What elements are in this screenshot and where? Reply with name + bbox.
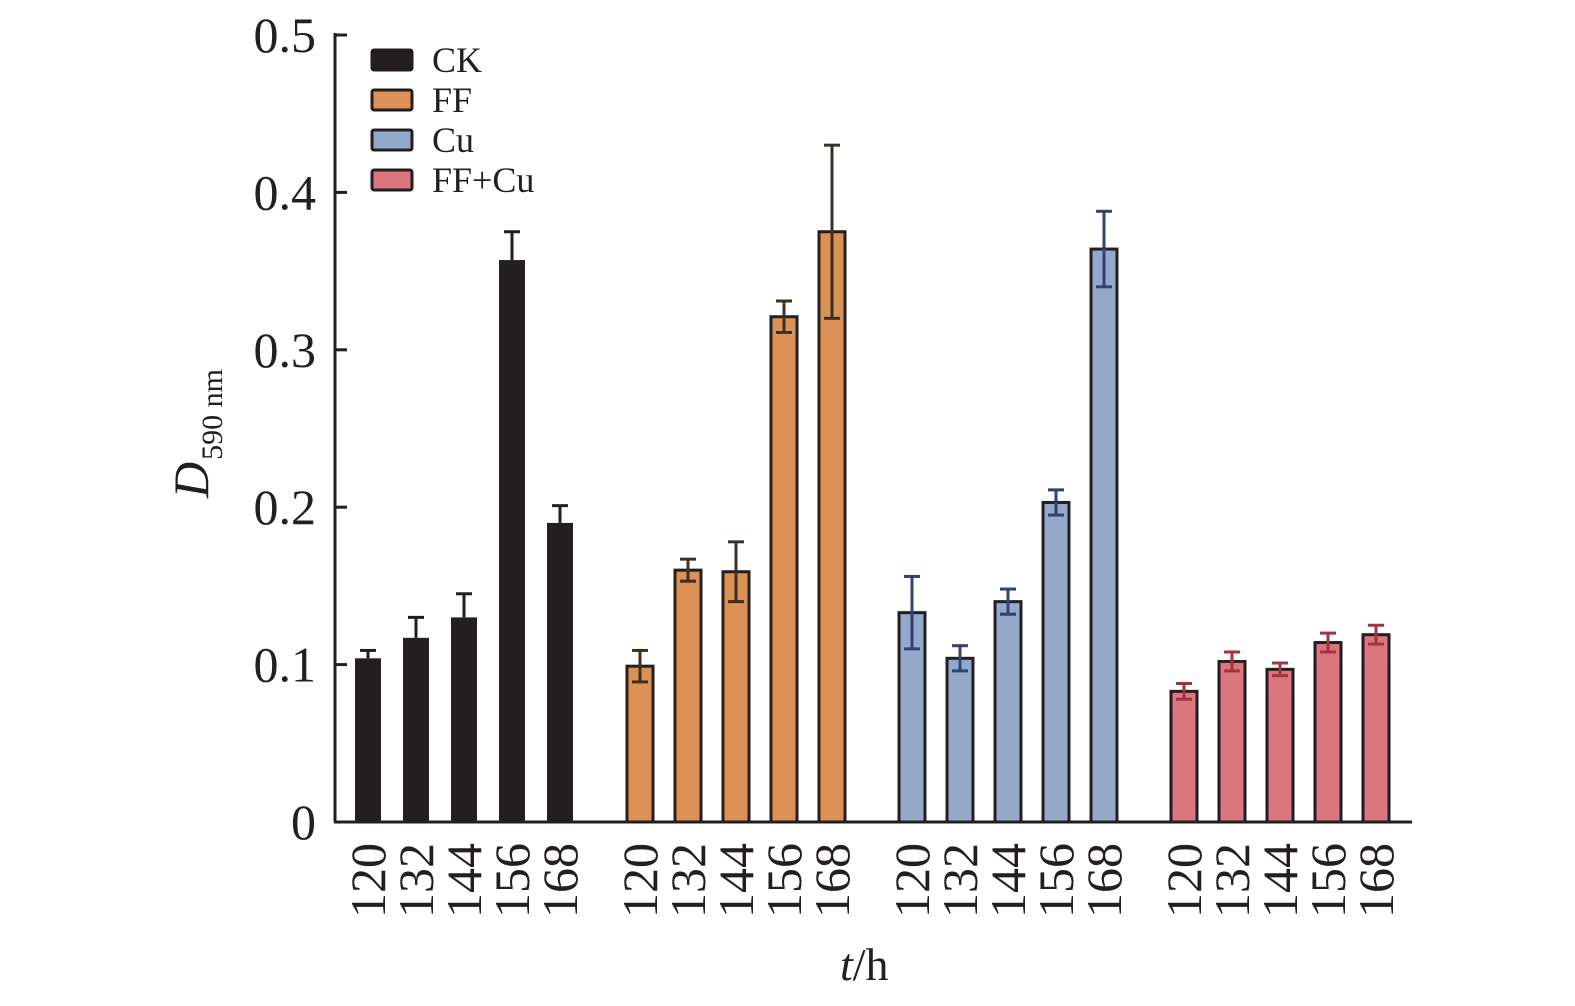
x-tick-label: 168 (532, 843, 588, 918)
y-axis-label-sub: 590 nm (196, 369, 229, 460)
error-bar (1224, 650, 1240, 673)
bar (499, 260, 525, 822)
y-tick-label: 0.4 (254, 164, 317, 220)
legend-item: Cu (370, 120, 474, 160)
series-ff (625, 143, 847, 824)
x-tick-label: 120 (884, 843, 940, 918)
error-bar (1176, 681, 1192, 701)
x-tick-label: 144 (1252, 843, 1308, 918)
error-bar (360, 648, 376, 659)
bar (547, 522, 573, 822)
x-tick-label: 132 (932, 843, 988, 918)
error-bar (1000, 587, 1016, 616)
x-tick-label: 132 (388, 843, 444, 918)
bar (1089, 247, 1119, 824)
x-axis-label: t/h (840, 939, 889, 990)
error-bar (728, 540, 744, 604)
x-tick-label: 120 (340, 843, 396, 918)
error-bar (408, 615, 424, 638)
bar (769, 315, 799, 824)
bar (1313, 641, 1343, 824)
error-bar (1272, 661, 1288, 678)
x-tick-label: 144 (708, 843, 764, 918)
bar (355, 658, 381, 822)
error-bar (1368, 623, 1384, 646)
bar (945, 656, 975, 824)
y-axis-label: D590 nm (163, 369, 229, 499)
x-axis-label-rest: /h (853, 939, 889, 990)
bar (817, 230, 847, 824)
legend-label: FF (432, 80, 472, 120)
bar (993, 600, 1023, 824)
error-bar (552, 504, 568, 523)
x-tick-label: 168 (804, 843, 860, 918)
axes (333, 33, 1412, 824)
bar (625, 664, 655, 824)
series-ff-cu (1169, 623, 1391, 824)
x-tick-label: 120 (612, 843, 668, 918)
bar (673, 568, 703, 824)
bars (355, 143, 1391, 824)
error-bar (776, 299, 792, 334)
x-tick-label: 156 (756, 843, 812, 918)
series-ck (355, 230, 573, 822)
error-bar (904, 574, 920, 651)
x-axis-label-italic: t (840, 939, 854, 990)
y-ticks: 0 0.1 0.2 0.3 0.4 0.5 (254, 7, 347, 850)
x-tick-label: 168 (1076, 843, 1132, 918)
legend-label: Cu (432, 120, 474, 160)
legend-swatch (370, 48, 414, 72)
bar (1169, 689, 1199, 824)
legend-label: FF+Cu (432, 160, 534, 200)
x-tick-label: 144 (436, 843, 492, 918)
x-tick-label: 156 (1028, 843, 1084, 918)
y-tick-label: 0.3 (254, 322, 317, 378)
y-axis-label-main: D (163, 462, 219, 499)
error-bar (952, 644, 968, 673)
error-bar (824, 143, 840, 320)
y-tick-label: 0 (291, 794, 316, 850)
x-tick-label: 132 (1204, 843, 1260, 918)
error-bar (504, 230, 520, 261)
bar (403, 637, 429, 822)
legend-item: FF (370, 80, 472, 120)
x-tick-label: 132 (660, 843, 716, 918)
bar (451, 617, 477, 822)
legend-item: FF+Cu (370, 160, 534, 200)
legend-swatch (370, 128, 414, 152)
bar (721, 570, 751, 824)
error-bar (1048, 488, 1064, 517)
x-tick-label: 144 (980, 843, 1036, 918)
series-cu (897, 209, 1119, 824)
x-tick-label: 156 (1300, 843, 1356, 918)
bar (1041, 500, 1071, 824)
bar (1217, 659, 1247, 824)
error-bar (632, 648, 648, 684)
bar (1265, 667, 1295, 824)
y-tick-label: 0.5 (254, 7, 317, 63)
error-bar (1320, 631, 1336, 654)
y-tick-label: 0.1 (254, 637, 317, 693)
legend-swatch (370, 168, 414, 192)
y-tick-label: 0.2 (254, 479, 317, 535)
x-tick-label: 120 (1156, 843, 1212, 918)
error-bar (1096, 209, 1112, 289)
bar (1361, 633, 1391, 824)
legend-label: CK (432, 40, 482, 80)
x-tick-label: 168 (1348, 843, 1404, 918)
x-tick-label: 156 (484, 843, 540, 918)
legend-item: CK (370, 40, 482, 80)
legend-swatch (370, 88, 414, 112)
error-bar (456, 592, 472, 618)
bar (897, 611, 927, 824)
error-bar (680, 557, 696, 583)
